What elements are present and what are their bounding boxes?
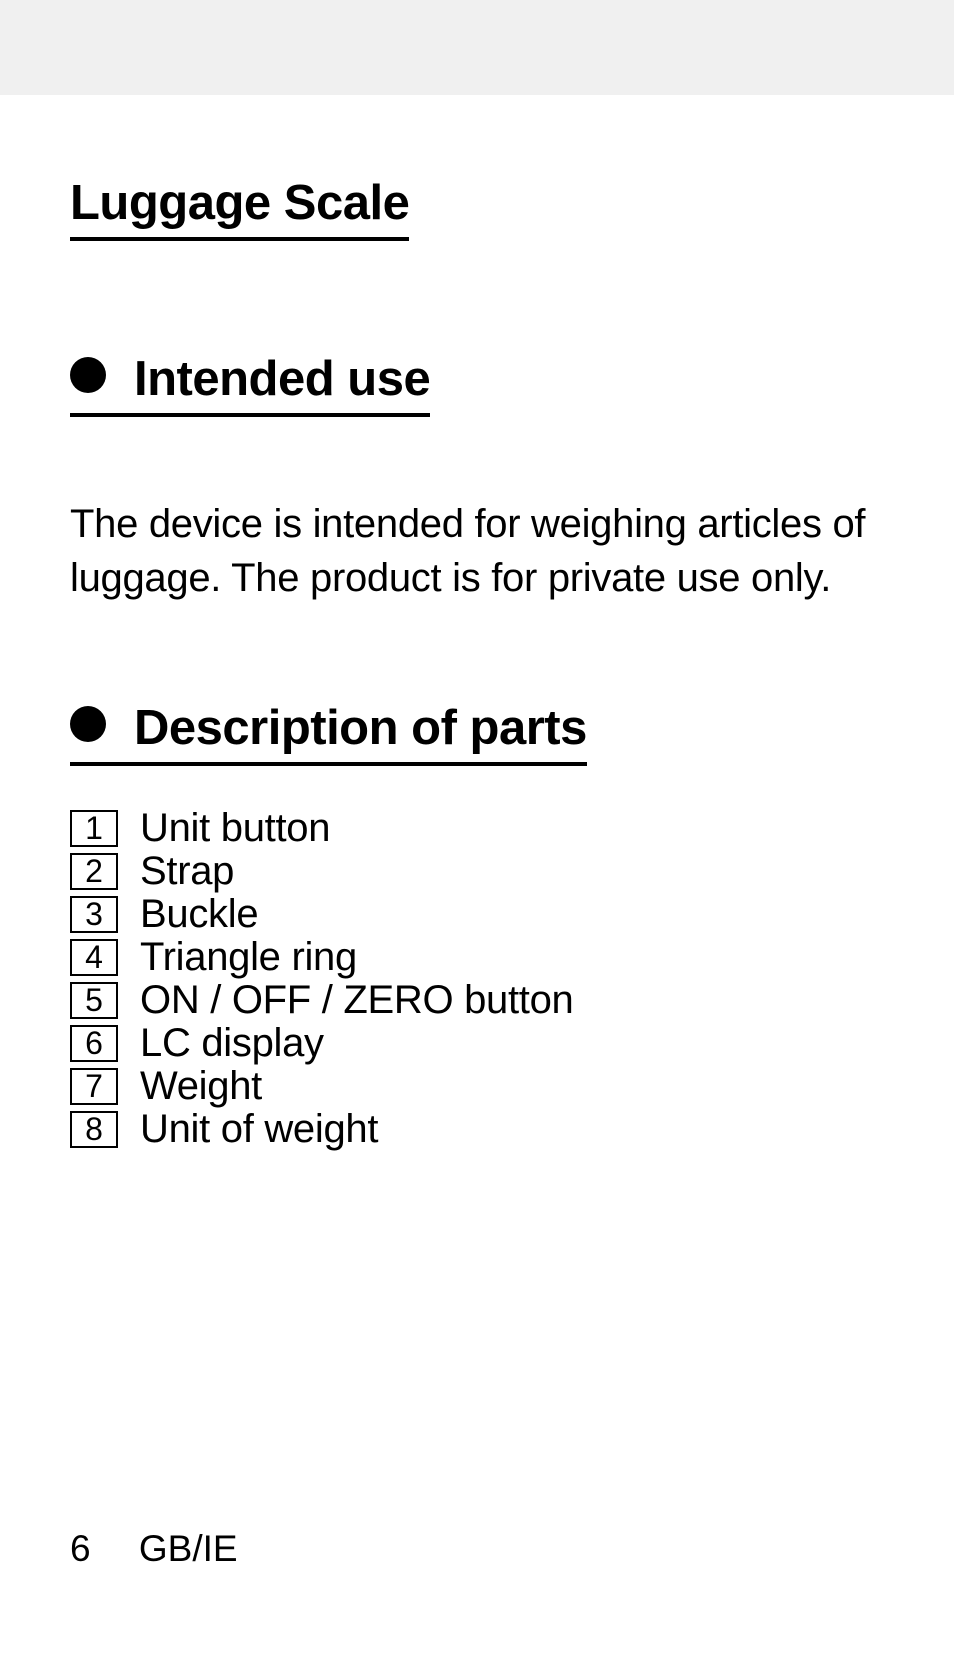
footer-content: 6 GB/IE <box>70 1528 238 1570</box>
page-title: Luggage Scale <box>70 175 409 241</box>
part-number-box: 2 <box>70 853 118 890</box>
region-code: GB/IE <box>139 1528 238 1569</box>
bullet-icon <box>70 706 106 742</box>
part-number-box: 4 <box>70 939 118 976</box>
part-label: Weight <box>140 1064 262 1109</box>
part-label: ON / OFF / ZERO button <box>140 978 574 1023</box>
part-item: 5 ON / OFF / ZERO button <box>70 978 884 1023</box>
bullet-icon <box>70 357 106 393</box>
section-intended-use: Intended use The device is intended for … <box>70 241 884 605</box>
part-number-box: 8 <box>70 1111 118 1148</box>
part-label: Buckle <box>140 892 258 937</box>
part-item: 1 Unit button <box>70 806 884 851</box>
part-item: 4 Triangle ring <box>70 935 884 980</box>
part-number-box: 3 <box>70 896 118 933</box>
part-label: Triangle ring <box>140 935 357 980</box>
section-heading-parts: Description of parts <box>70 700 587 766</box>
top-margin <box>0 0 954 95</box>
part-number-box: 5 <box>70 982 118 1019</box>
part-label: LC display <box>140 1021 324 1066</box>
parts-list: 1 Unit button 2 Strap 3 Buckle 4 Triangl… <box>70 806 884 1152</box>
page-content: Luggage Scale Intended use The device is… <box>0 95 954 1355</box>
part-item: 3 Buckle <box>70 892 884 937</box>
part-item: 7 Weight <box>70 1064 884 1109</box>
section-heading-intended-use: Intended use <box>70 351 430 417</box>
heading-text-parts: Description of parts <box>134 701 587 755</box>
page-footer: 6 GB/IE <box>0 1355 954 1670</box>
part-number-box: 6 <box>70 1025 118 1062</box>
part-number-box: 1 <box>70 810 118 847</box>
part-item: 2 Strap <box>70 849 884 894</box>
page-number: 6 <box>70 1528 91 1569</box>
part-number-box: 7 <box>70 1068 118 1105</box>
intended-use-body: The device is intended for weighing arti… <box>70 497 884 605</box>
part-label: Strap <box>140 849 234 894</box>
heading-text-intended-use: Intended use <box>134 352 430 406</box>
part-item: 8 Unit of weight <box>70 1107 884 1152</box>
part-label: Unit button <box>140 806 330 851</box>
section-description-of-parts: Description of parts 1 Unit button 2 Str… <box>70 605 884 1152</box>
part-item: 6 LC display <box>70 1021 884 1066</box>
part-label: Unit of weight <box>140 1107 378 1152</box>
